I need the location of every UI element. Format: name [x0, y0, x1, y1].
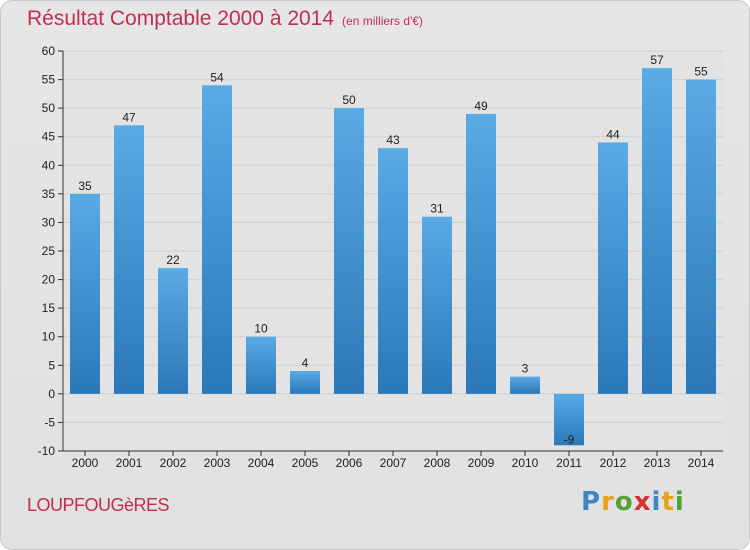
- value-label: 55: [694, 65, 708, 79]
- chart-subtitle: (en milliers d'€): [342, 14, 424, 28]
- bar-2002: [158, 268, 188, 394]
- logo-letter: P: [581, 487, 602, 517]
- value-label: 50: [342, 93, 356, 107]
- proxiti-logo[interactable]: Proxiti: [581, 487, 685, 517]
- x-tick-label: 2005: [292, 456, 319, 470]
- y-tick-label: 40: [42, 158, 56, 172]
- bar-2003: [202, 85, 232, 394]
- value-label: 31: [430, 202, 444, 216]
- value-label: 4: [302, 356, 309, 370]
- chart-title-text: Résultat Comptable 2000 à 2014: [27, 7, 335, 30]
- x-tick-label: 2001: [116, 456, 143, 470]
- y-tick-label: -10: [38, 444, 56, 458]
- bar-2004: [246, 336, 276, 394]
- logo-letter: i: [651, 487, 662, 517]
- x-tick-label: 2000: [72, 456, 99, 470]
- y-tick-label: 60: [42, 44, 56, 58]
- bar-2012: [598, 142, 628, 394]
- x-tick-label: 2008: [424, 456, 451, 470]
- y-tick-label: 50: [42, 101, 56, 115]
- y-tick-label: 25: [42, 244, 56, 258]
- bar-2008: [422, 216, 452, 394]
- x-tick-label: 2009: [468, 456, 495, 470]
- bar-2009: [466, 113, 496, 394]
- x-tick-label: 2007: [380, 456, 407, 470]
- logo-letter: t: [661, 487, 675, 517]
- logo-letter: r: [601, 487, 615, 517]
- bar-2011: [554, 393, 584, 446]
- logo-letter: x: [633, 487, 652, 517]
- y-tick-label: 10: [42, 330, 56, 344]
- y-tick-label: 0: [48, 387, 55, 401]
- value-label: 43: [386, 133, 400, 147]
- bars: 35 47 22 54 10 4 50 43 31 49 3 -9 44 57 55: [70, 53, 716, 446]
- bar-2014: [686, 79, 716, 394]
- value-label: 10: [254, 322, 268, 336]
- y-tick-label: 20: [42, 273, 56, 287]
- x-tick-label: 2004: [248, 456, 275, 470]
- y-tick-label: 15: [42, 301, 56, 315]
- x-tick-label: 2012: [600, 456, 627, 470]
- logo-letter: i: [674, 487, 685, 517]
- x-tick-label: 2011: [556, 456, 582, 470]
- value-label: 3: [522, 362, 529, 376]
- y-tick-label: 35: [42, 187, 56, 201]
- bar-2013: [642, 68, 672, 394]
- value-label: 22: [166, 253, 180, 267]
- y-tick-label: 30: [42, 215, 56, 229]
- y-tick-label: 45: [42, 130, 56, 144]
- value-label: 47: [122, 110, 136, 124]
- bar-2000: [70, 193, 100, 394]
- y-tick-label: 5: [48, 358, 55, 372]
- place-name: LOUPFOUGèRES: [27, 495, 170, 515]
- value-label: 49: [474, 99, 488, 113]
- bar-2007: [378, 148, 408, 394]
- x-tick-label: 2013: [644, 456, 671, 470]
- y-tick-label: 55: [42, 73, 56, 87]
- bar-2006: [334, 108, 364, 394]
- y-tick-label: -5: [44, 415, 55, 429]
- value-label: -9: [564, 432, 575, 446]
- logo-letter: o: [614, 487, 634, 517]
- bar-2005: [290, 371, 320, 394]
- x-tick-label: 2014: [688, 456, 715, 470]
- bar-2010: [510, 376, 540, 394]
- value-label: 57: [650, 53, 664, 67]
- bar-2001: [114, 125, 144, 394]
- axes: -10 -5 0 5 10 15 20 25 30 35 40 45 50 55 60 2000 2001 200…: [38, 44, 723, 470]
- x-tick-label: 2003: [204, 456, 231, 470]
- x-tick-label: 2010: [512, 456, 539, 470]
- value-label: 35: [78, 179, 92, 193]
- value-label: 44: [606, 127, 620, 141]
- x-tick-label: 2006: [336, 456, 363, 470]
- chart-title: Résultat Comptable 2000 à 2014 (en millie…: [27, 7, 423, 31]
- value-label: 54: [210, 70, 224, 84]
- x-tick-label: 2002: [160, 456, 187, 470]
